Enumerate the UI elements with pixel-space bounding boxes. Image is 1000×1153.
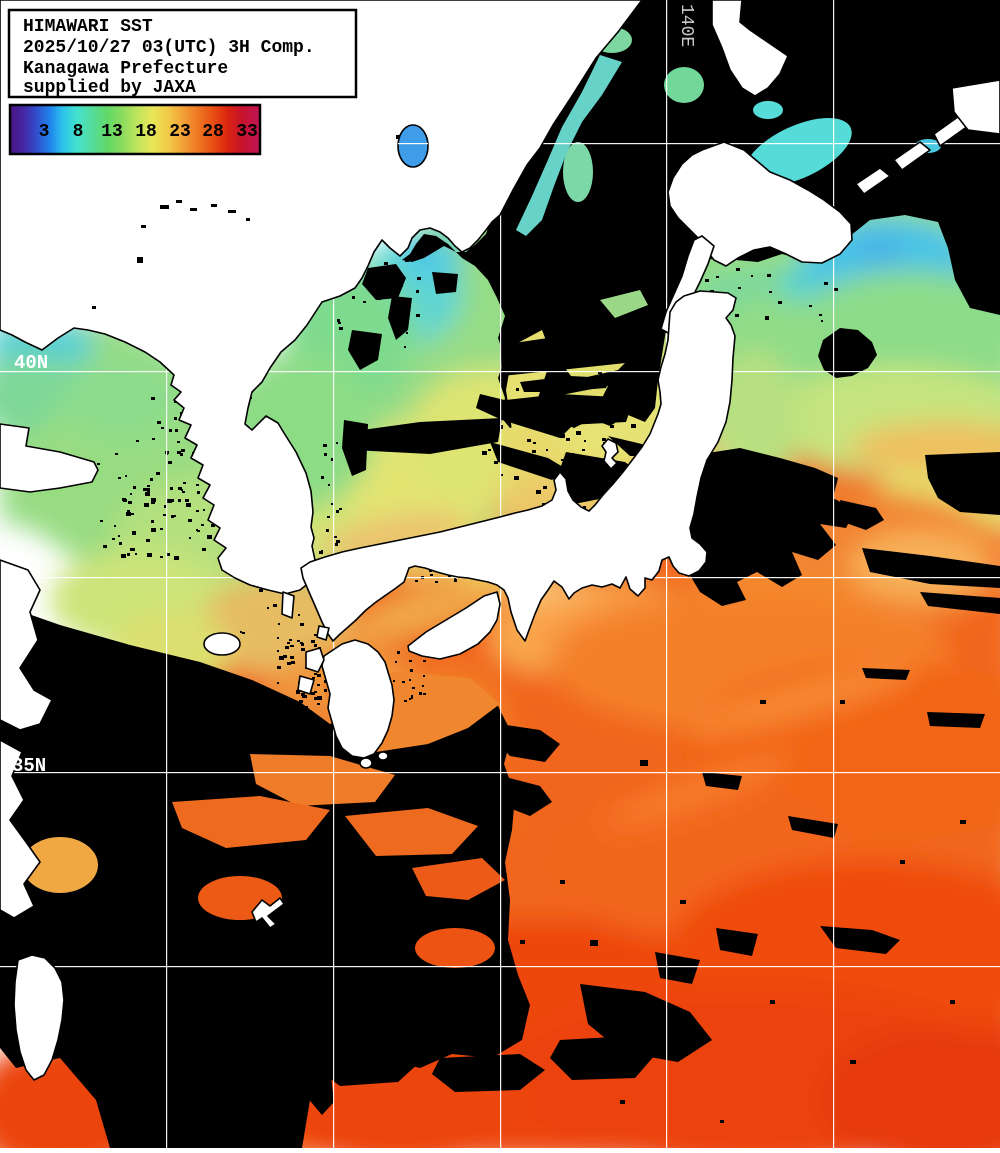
svg-text:HIMAWARI SST: HIMAWARI SST xyxy=(23,17,153,37)
svg-text:18: 18 xyxy=(135,122,157,142)
svg-text:35N: 35N xyxy=(12,755,46,777)
svg-text:28: 28 xyxy=(202,122,224,142)
svg-text:8: 8 xyxy=(73,122,84,142)
svg-text:Kanagawa Prefecture: Kanagawa Prefecture xyxy=(23,59,228,79)
svg-text:140E: 140E xyxy=(676,4,696,47)
svg-text:3: 3 xyxy=(39,122,50,142)
svg-text:2025/10/27 03(UTC) 3H Comp.: 2025/10/27 03(UTC) 3H Comp. xyxy=(23,38,315,58)
svg-text:33: 33 xyxy=(236,122,258,142)
svg-text:23: 23 xyxy=(169,122,191,142)
svg-text:supplied by JAXA: supplied by JAXA xyxy=(23,78,196,98)
svg-text:40N: 40N xyxy=(14,352,48,374)
svg-text:13: 13 xyxy=(101,122,123,142)
